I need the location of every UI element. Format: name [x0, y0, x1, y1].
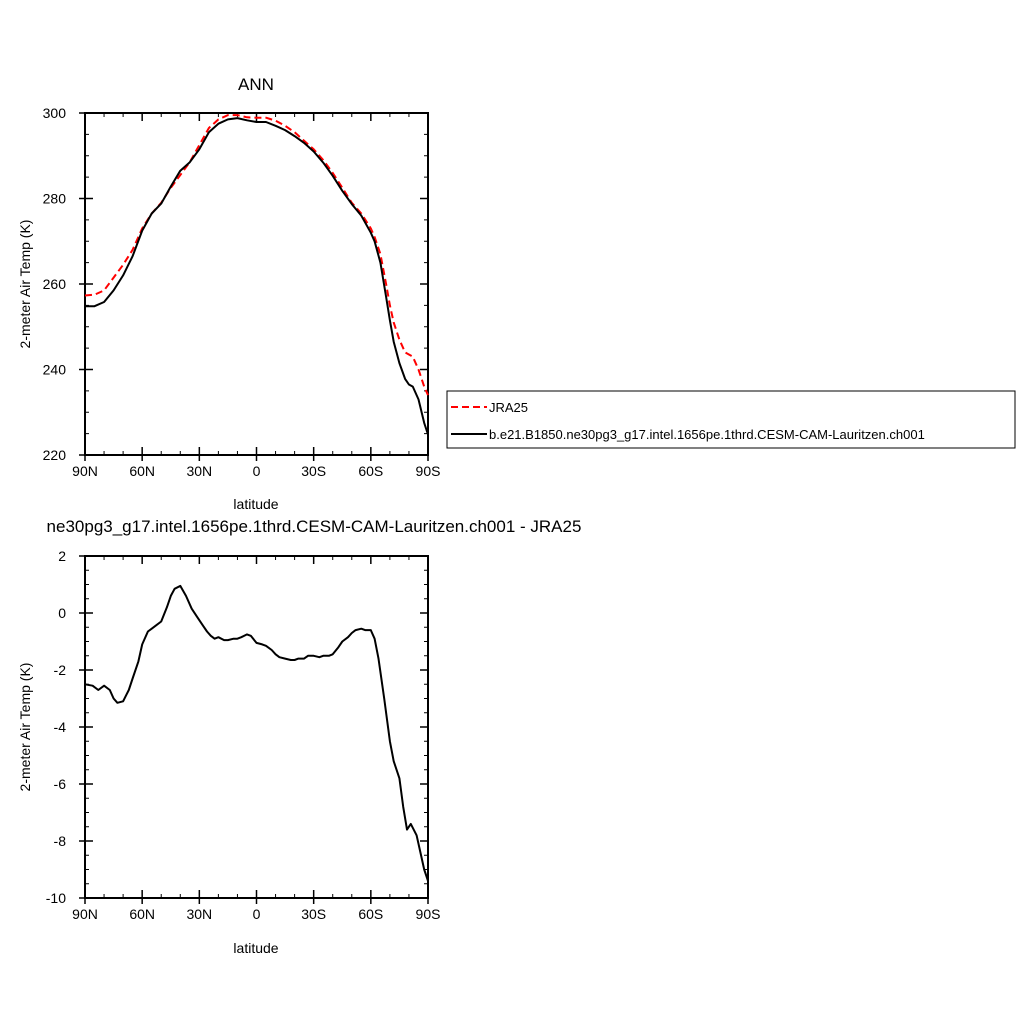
bottom-plot-y-tick-label: 0 [58, 605, 66, 621]
legend-label-model: b.e21.B1850.ne30pg3_g17.intel.1656pe.1th… [489, 427, 925, 442]
bottom-plot-y-tick-label: 2 [58, 548, 66, 564]
bottom-plot-x-tick-label: 30S [301, 906, 326, 922]
bottom-plot-y-tick-label: -2 [54, 662, 67, 678]
top-plot-y-axis-label: 2-meter Air Temp (K) [17, 220, 33, 349]
bottom-plot-y-axis-label: 2-meter Air Temp (K) [17, 663, 33, 792]
bottom-plot-title: ne30pg3_g17.intel.1656pe.1thrd.CESM-CAM-… [47, 517, 582, 536]
top-plot-x-tick-label: 60S [358, 463, 383, 479]
top-plot: ANN 90N 60N 30N 0 30S 60S 90S 220 240 260 280 300 l… [17, 75, 440, 512]
bottom-plot-x-tick-label: 60N [129, 906, 155, 922]
top-plot-x-tick-label: 90N [72, 463, 98, 479]
top-plot-series-line-1 [84, 114, 429, 396]
top-plot-x-tick-label: 60N [129, 463, 155, 479]
top-plot-x-axis-label: latitude [233, 496, 278, 512]
top-plot-y-tick-label: 240 [43, 362, 67, 378]
top-plot-y-tick-label: 280 [43, 191, 67, 207]
top-plot-x-tick-label: 30N [186, 463, 212, 479]
bottom-plot-frame [84, 555, 429, 899]
bottom-plot-x-tick-label: 90S [416, 906, 441, 922]
bottom-plot: ne30pg3_g17.intel.1656pe.1thrd.CESM-CAM-… [17, 517, 581, 956]
top-plot-series [84, 114, 429, 435]
bottom-plot-series [84, 584, 429, 882]
bottom-plot-y-tick-label: -10 [46, 890, 66, 906]
legend-box [446, 390, 1016, 449]
bottom-plot-y-tick-label: -6 [54, 776, 67, 792]
top-plot-series-line-2 [85, 117, 429, 435]
bottom-plot-y-tick-label: -8 [54, 833, 67, 849]
bottom-plot-axes: 90N 60N 30N 0 30S 60S 90S -10 -8 -6 -4 -2 0 2 [46, 548, 441, 922]
bottom-plot-x-tick-label: 30N [186, 906, 212, 922]
bottom-plot-x-tick-label: 60S [358, 906, 383, 922]
bottom-plot-x-tick-label: 90N [72, 906, 98, 922]
bottom-plot-series-line-1 [84, 584, 429, 882]
top-plot-y-tick-label: 220 [43, 447, 67, 463]
bottom-plot-x-tick-label: 0 [253, 906, 261, 922]
legend-label-jra25: JRA25 [489, 400, 528, 415]
top-plot-title: ANN [238, 75, 274, 94]
top-plot-x-tick-label: 30S [301, 463, 326, 479]
top-plot-y-tick-label: 300 [43, 105, 67, 121]
top-plot-frame [84, 112, 429, 456]
top-plot-x-tick-label: 90S [416, 463, 441, 479]
top-plot-axes: 90N 60N 30N 0 30S 60S 90S 220 240 260 280 300 [43, 105, 441, 479]
top-plot-x-tick-label: 0 [253, 463, 261, 479]
bottom-plot-x-axis-label: latitude [233, 940, 278, 956]
top-plot-y-tick-label: 260 [43, 276, 67, 292]
bottom-plot-y-tick-label: -4 [54, 719, 67, 735]
legend: JRA25 b.e21.B1850.ne30pg3_g17.intel.1656… [446, 390, 1016, 449]
